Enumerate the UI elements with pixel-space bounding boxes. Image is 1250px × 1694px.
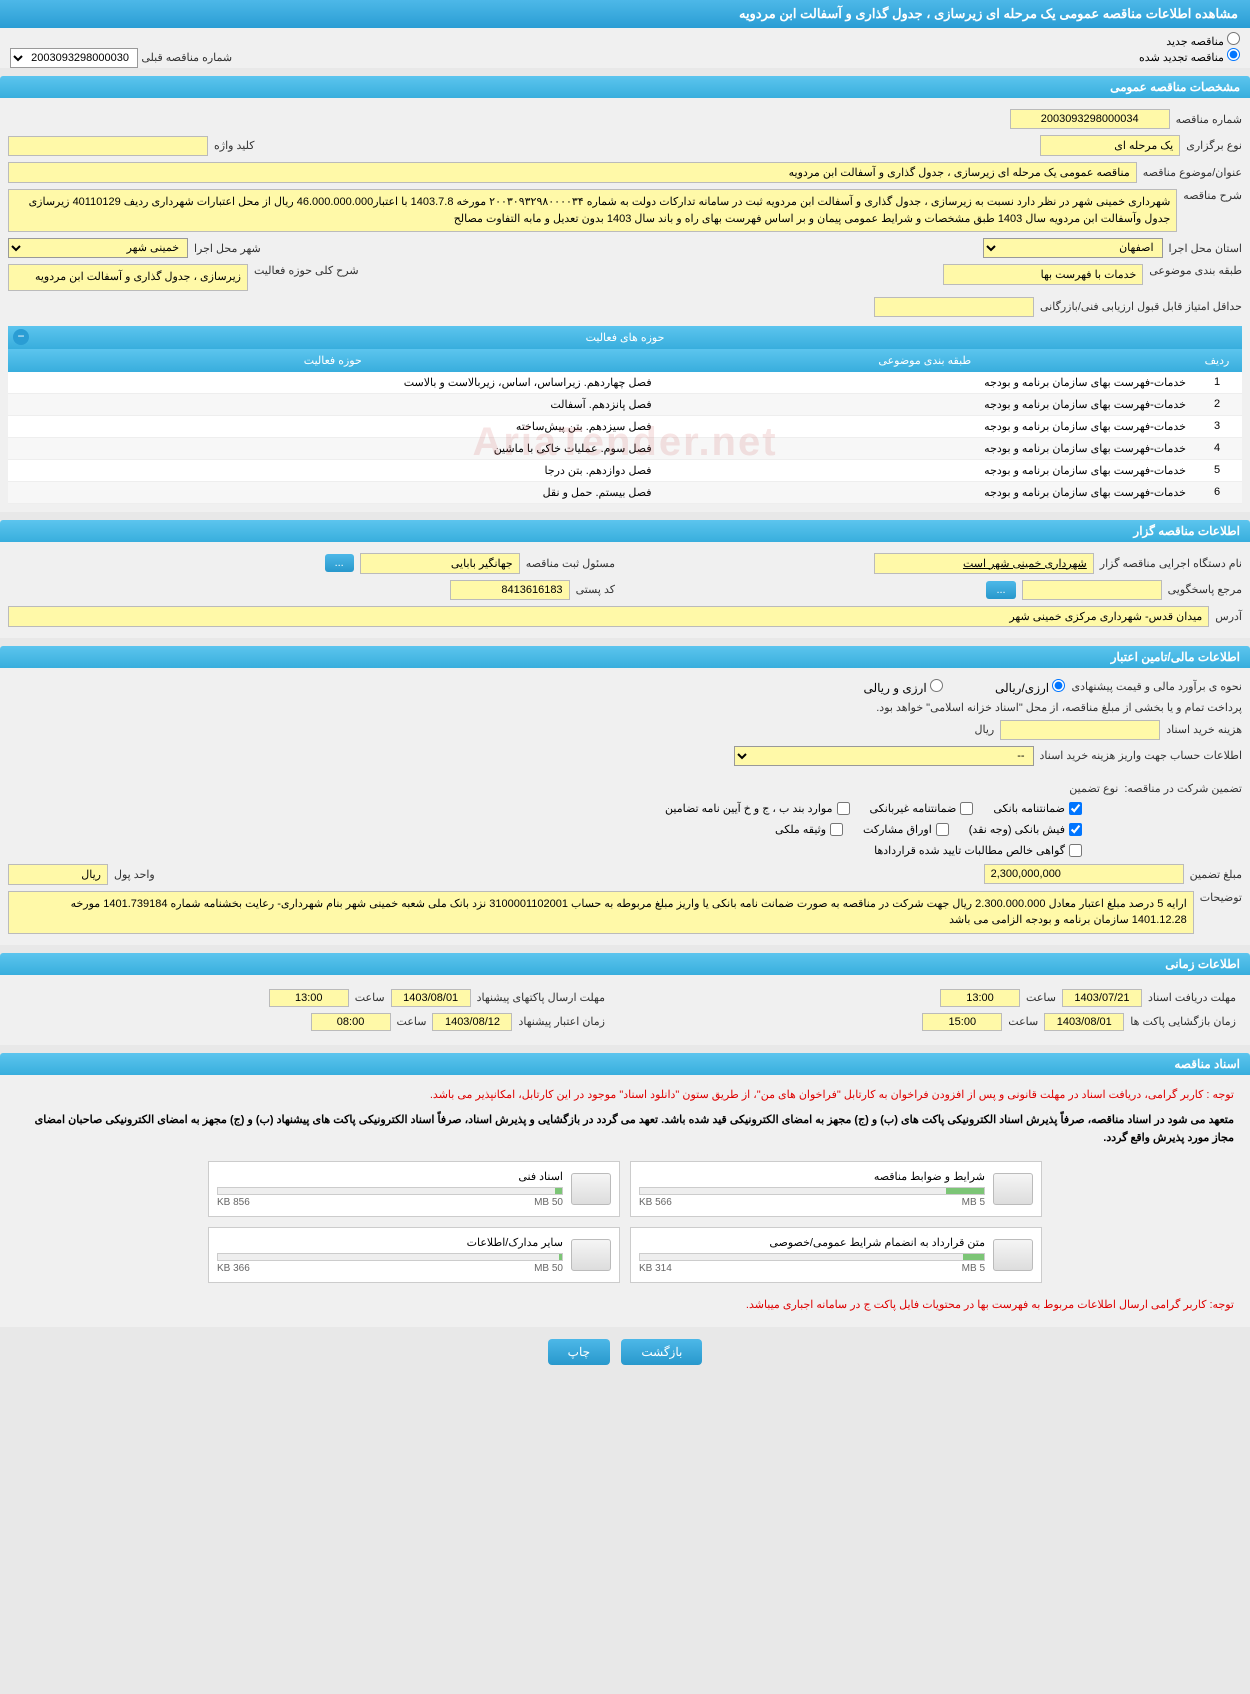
folder-icon <box>993 1173 1033 1205</box>
print-button[interactable]: چاپ <box>548 1339 610 1365</box>
prev-number-select[interactable]: 2003093298000030 <box>10 48 138 68</box>
receive-time: 13:00 <box>940 989 1020 1007</box>
file-name: سایر مدارک/اطلاعات <box>217 1236 563 1249</box>
registrar-field: جهانگیر بابایی <box>360 553 520 574</box>
address-field: میدان قدس- شهرداری مرکزی خمینی شهر <box>8 606 1209 627</box>
valid-date: 1403/08/12 <box>432 1013 512 1031</box>
collapse-icon[interactable]: − <box>13 329 29 345</box>
table-row: 6خدمات-فهرست بهای سازمان برنامه و بودجهف… <box>8 481 1242 503</box>
scope-field: زیرسازی ، جدول گذاری و آسفالت ابن مردویه <box>8 264 248 291</box>
section-documents: اسناد مناقصه <box>0 1053 1250 1075</box>
section-general: مشخصات مناقصه عمومی <box>0 76 1250 98</box>
contact-lookup-button[interactable]: ... <box>986 581 1015 599</box>
notice-3: توجه: کاربر گرامی ارسال اطلاعات مربوط به… <box>8 1293 1242 1319</box>
file-name: متن قرارداد به انضمام شرایط عمومی/خصوصی <box>639 1236 985 1249</box>
category-field: خدمات با فهرست بها <box>943 264 1143 285</box>
activities-table-wrapper: حوزه های فعالیت ردیف طبقه بندی موضوعی حو… <box>8 326 1242 504</box>
file-card[interactable]: سایر مدارک/اطلاعات 50 MB366 KB <box>208 1227 620 1283</box>
contact-field <box>1022 580 1162 600</box>
table-row: 2خدمات-فهرست بهای سازمان برنامه و بودجهف… <box>8 393 1242 415</box>
receive-date: 1403/07/21 <box>1062 989 1142 1007</box>
table-row: 5خدمات-فهرست بهای سازمان برنامه و بودجهف… <box>8 459 1242 481</box>
table-row: 1خدمات-فهرست بهای سازمان برنامه و بودجهف… <box>8 372 1242 394</box>
chk-nonbank[interactable] <box>960 802 973 815</box>
radio-renewed[interactable] <box>1227 48 1240 61</box>
valid-time: 08:00 <box>311 1013 391 1031</box>
back-button[interactable]: بازگشت <box>621 1339 702 1365</box>
notice-1: توجه : کاربر گرامی، دریافت اسناد در مهلت… <box>8 1083 1242 1109</box>
folder-icon <box>993 1239 1033 1271</box>
section-financial: اطلاعات مالی/تامین اعتبار <box>0 646 1250 668</box>
keyword-field <box>8 136 208 156</box>
file-card[interactable]: متن قرارداد به انضمام شرایط عمومی/خصوصی … <box>630 1227 1042 1283</box>
min-score-field <box>874 297 1034 317</box>
chk-bank[interactable] <box>1069 802 1082 815</box>
province-select[interactable]: اصفهان <box>983 238 1163 258</box>
chk-property[interactable] <box>830 823 843 836</box>
table-row: 3خدمات-فهرست بهای سازمان برنامه و بودجهف… <box>8 415 1242 437</box>
doc-cost-field <box>1000 720 1160 740</box>
chk-bab[interactable] <box>837 802 850 815</box>
radio-new[interactable] <box>1227 32 1240 45</box>
radio-both[interactable] <box>930 679 943 692</box>
registrar-lookup-button[interactable]: ... <box>325 554 354 572</box>
chk-claims[interactable] <box>1069 844 1082 857</box>
file-name: اسناد فنی <box>217 1170 563 1183</box>
folder-icon <box>571 1239 611 1271</box>
submit-date: 1403/08/01 <box>391 989 471 1007</box>
city-select[interactable]: خمینی شهر <box>8 238 188 258</box>
tender-desc: شهرداری خمینی شهر در نظر دارد نسبت به زی… <box>8 189 1177 232</box>
folder-icon <box>571 1173 611 1205</box>
section-timing: اطلاعات زمانی <box>0 953 1250 975</box>
tender-type: یک مرحله ای <box>1040 135 1180 156</box>
notes-field: ارایه 5 درصد مبلغ اعتبار معادل 2.300.000… <box>8 891 1194 934</box>
amount-field: 2,300,000,000 <box>984 864 1184 884</box>
table-row: 4خدمات-فهرست بهای سازمان برنامه و بودجهف… <box>8 437 1242 459</box>
tender-type-radios: مناقصه جدید مناقصه تجدید شده شماره مناقص… <box>0 28 1250 68</box>
file-name: شرایط و ضوابط مناقصه <box>639 1170 985 1183</box>
activities-table: حوزه های فعالیت ردیف طبقه بندی موضوعی حو… <box>8 326 1242 504</box>
file-card[interactable]: اسناد فنی 50 MB856 KB <box>208 1161 620 1217</box>
page-title: مشاهده اطلاعات مناقصه عمومی یک مرحله ای … <box>0 0 1250 28</box>
notice-2: متعهد می شود در اسناد مناقصه، صرفاً پذیر… <box>8 1108 1242 1151</box>
tender-number: 2003093298000034 <box>1010 109 1170 129</box>
submit-time: 13:00 <box>269 989 349 1007</box>
radio-fx[interactable] <box>1052 679 1065 692</box>
org-field[interactable]: شهرداری خمینی شهر است <box>874 553 1094 574</box>
account-select[interactable]: -- <box>734 746 1034 766</box>
unit-field: ریال <box>8 864 108 885</box>
tender-title: مناقصه عمومی یک مرحله ای زیرسازی ، جدول … <box>8 162 1137 183</box>
chk-fish[interactable] <box>1069 823 1082 836</box>
open-date: 1403/08/01 <box>1044 1013 1124 1031</box>
postal-field: 8413616183 <box>450 580 570 600</box>
chk-stocks[interactable] <box>936 823 949 836</box>
section-holder: اطلاعات مناقصه گزار <box>0 520 1250 542</box>
open-time: 15:00 <box>922 1013 1002 1031</box>
file-card[interactable]: شرایط و ضوابط مناقصه 5 MB566 KB <box>630 1161 1042 1217</box>
